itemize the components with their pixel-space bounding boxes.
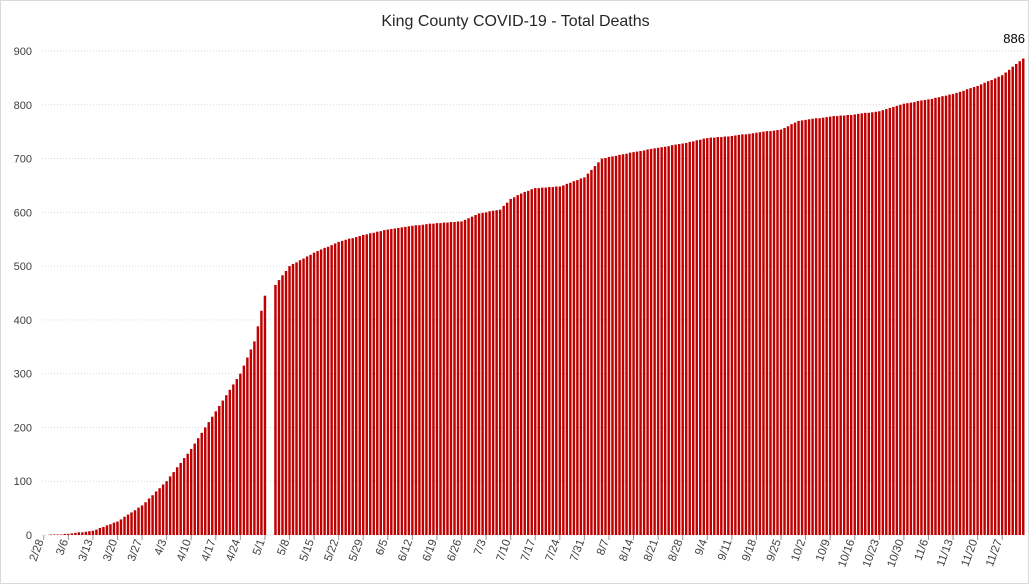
svg-text:600: 600 [14,207,32,219]
svg-text:7/31: 7/31 [568,538,587,563]
svg-text:400: 400 [14,315,32,327]
svg-text:7/10: 7/10 [495,538,514,563]
svg-text:6/19: 6/19 [421,538,440,563]
svg-text:3/6: 3/6 [54,538,71,557]
svg-text:5/29: 5/29 [347,538,366,563]
svg-text:11/20: 11/20 [960,538,981,568]
svg-text:0: 0 [26,530,32,542]
svg-text:3/27: 3/27 [126,538,145,563]
svg-text:5/8: 5/8 [276,538,293,557]
svg-text:6/26: 6/26 [445,538,464,563]
svg-text:900: 900 [14,46,32,58]
svg-text:4/24: 4/24 [224,537,243,563]
svg-text:10/16: 10/16 [836,538,857,569]
svg-text:5/22: 5/22 [323,538,342,563]
svg-text:9/4: 9/4 [693,537,710,557]
svg-text:5/1: 5/1 [251,538,268,557]
svg-text:10/9: 10/9 [814,538,833,563]
svg-text:11/27: 11/27 [984,538,1005,568]
svg-text:4/17: 4/17 [200,538,219,563]
svg-text:886: 886 [1003,31,1025,46]
svg-text:100: 100 [14,476,32,488]
svg-text:8/21: 8/21 [642,538,661,563]
svg-text:11/13: 11/13 [935,538,956,568]
svg-text:7/3: 7/3 [472,538,489,557]
svg-text:500: 500 [14,261,32,273]
svg-text:9/11: 9/11 [716,538,735,562]
svg-text:10/2: 10/2 [789,538,808,563]
svg-text:9/25: 9/25 [765,538,784,563]
svg-text:3/13: 3/13 [77,538,96,563]
svg-text:700: 700 [14,154,32,166]
svg-text:10/23: 10/23 [861,538,882,569]
svg-text:8/28: 8/28 [667,538,686,563]
svg-text:7/17: 7/17 [519,538,538,563]
svg-text:11/6: 11/6 [913,538,932,562]
svg-text:9/18: 9/18 [740,538,759,563]
svg-text:8/14: 8/14 [617,537,636,563]
svg-text:7/24: 7/24 [544,537,563,563]
svg-text:4/10: 4/10 [175,538,194,563]
svg-text:5/15: 5/15 [298,538,317,563]
svg-text:4/3: 4/3 [153,538,170,557]
svg-text:6/5: 6/5 [374,538,391,557]
svg-text:200: 200 [14,422,32,434]
svg-text:300: 300 [14,369,32,381]
svg-text:10/30: 10/30 [886,538,907,569]
svg-text:3/20: 3/20 [101,538,120,563]
svg-text:6/12: 6/12 [396,538,415,563]
svg-text:8/7: 8/7 [595,538,612,557]
svg-text:800: 800 [14,100,32,112]
